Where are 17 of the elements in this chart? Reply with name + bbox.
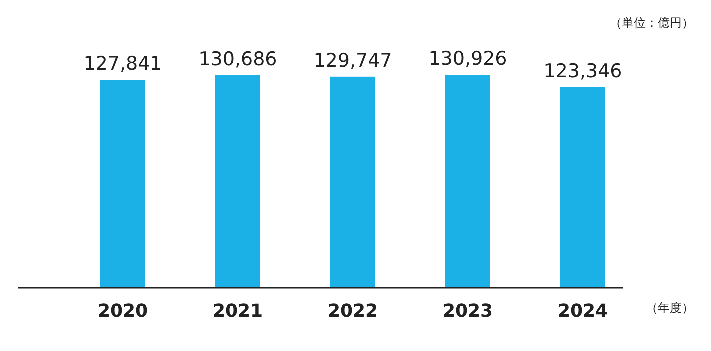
data-label: 130,926 <box>428 48 508 70</box>
x-tick-label: 2022 <box>328 301 378 322</box>
x-tick-label: 2021 <box>212 301 264 322</box>
bar <box>216 75 260 288</box>
data-label: 130,686 <box>198 48 278 70</box>
bar <box>100 80 146 288</box>
x-axis-title: （年度） <box>646 301 694 315</box>
data-label: 127,841 <box>84 53 162 76</box>
x-tick-label: 2020 <box>98 301 148 322</box>
bar <box>446 75 490 288</box>
y-axis-title: （単位：億円） <box>610 16 694 30</box>
data-label: 129,747 <box>314 50 392 72</box>
bar <box>560 87 606 288</box>
data-label: 123,346 <box>544 60 622 82</box>
x-tick-label: 2023 <box>442 301 494 322</box>
bar <box>330 76 376 288</box>
x-tick-label: 2024 <box>558 301 608 322</box>
